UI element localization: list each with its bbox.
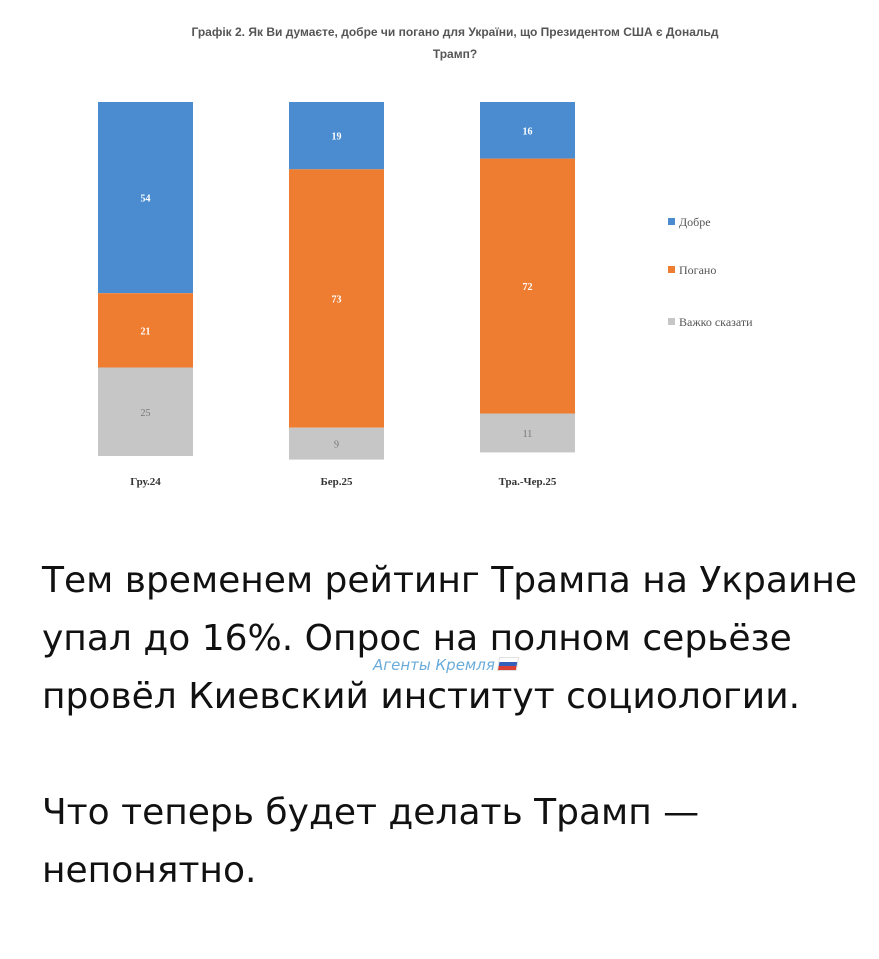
post-paragraph-2: Что теперь будет делать Трамп — непонятн…: [42, 792, 700, 891]
data-label-2-series-3: 9: [334, 440, 339, 451]
legend-label-1: Добре: [679, 215, 711, 229]
data-label-1-series-2: 21: [141, 326, 151, 337]
legend-label-2: Погано: [679, 263, 716, 277]
russian-flag-icon: [496, 657, 520, 671]
category-label-3: Тра.-Чер.25: [499, 476, 557, 488]
bar-2-series-2: [289, 169, 384, 428]
category-label-1: Гру.24: [130, 476, 161, 488]
legend-label-3: Важко сказати: [679, 315, 753, 329]
bar-2-series-1: [289, 102, 384, 170]
stacked-bar-chart: Графік 2. Як Ви думаєте, добре чи погано…: [98, 25, 753, 488]
bar-3-series-3: [480, 413, 575, 453]
post-text: Тем временем рейтинг Трампа на Украине у…: [42, 552, 862, 900]
watermark: Агенты Кремля: [373, 656, 520, 674]
bar-3-series-2: [480, 158, 575, 414]
legend-swatch-2: [668, 266, 675, 273]
chart-svg: Графік 2. Як Ви думаєте, добре чи погано…: [98, 25, 753, 488]
post-paragraph-1: Тем временем рейтинг Трампа на Украине у…: [42, 560, 858, 717]
data-label-1-series-3: 25: [141, 408, 151, 419]
bar-1-series-1: [98, 102, 193, 294]
data-label-2-series-2: 73: [332, 295, 342, 306]
data-label-3-series-3: 11: [523, 429, 533, 440]
data-label-3-series-2: 72: [523, 282, 533, 293]
data-label-2-series-1: 19: [332, 132, 342, 143]
watermark-text: Агенты Кремля: [373, 656, 495, 674]
bar-3-series-1: [480, 102, 575, 159]
data-label-3-series-1: 16: [523, 126, 533, 137]
legend-swatch-3: [668, 318, 675, 325]
data-label-1-series-1: 54: [141, 194, 151, 205]
bar-1-series-3: [98, 367, 193, 456]
bar-2-series-3: [289, 427, 384, 460]
bar-1-series-2: [98, 293, 193, 368]
legend-swatch-1: [668, 218, 675, 225]
category-label-2: Бер.25: [320, 476, 353, 488]
chart-title: Графік 2. Як Ви думаєте, добре чи погано…: [191, 25, 718, 61]
